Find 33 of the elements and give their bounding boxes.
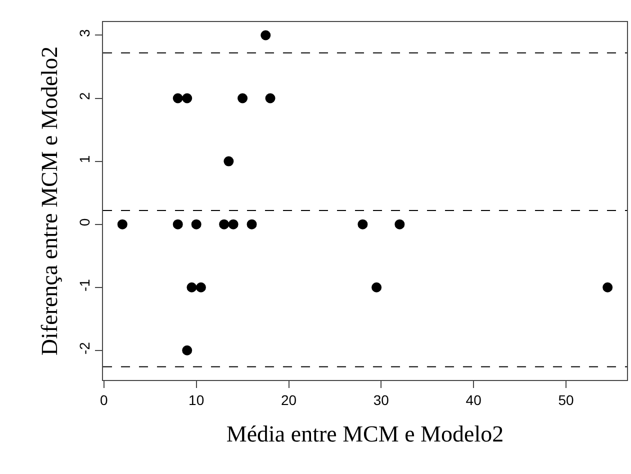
point	[117, 219, 128, 230]
point	[394, 219, 405, 230]
point	[260, 30, 271, 40]
point	[224, 156, 234, 166]
point	[372, 282, 382, 292]
point	[228, 219, 238, 230]
point	[196, 282, 206, 292]
y-tick-label: -2	[76, 342, 92, 355]
x-tick-label: 0	[100, 392, 108, 408]
y-tick-label: -1	[76, 278, 92, 292]
point	[191, 219, 202, 230]
point	[265, 93, 276, 104]
point	[186, 282, 197, 292]
y-tick-label: 1	[76, 155, 92, 164]
point	[182, 345, 192, 356]
point	[358, 219, 368, 230]
x-tick-label: 50	[558, 392, 574, 408]
point	[172, 93, 183, 104]
point	[238, 93, 248, 104]
point	[172, 219, 183, 230]
y-axis-title: Diferença entre MCM e Modelo2	[36, 46, 62, 356]
x-tick-label: 20	[280, 392, 297, 408]
y-tick-label: 3	[76, 29, 92, 38]
y-tick-label: 0	[76, 218, 92, 226]
point	[182, 93, 192, 104]
point	[246, 219, 257, 230]
y-tick-label: 2	[76, 92, 92, 100]
x-tick-label: 40	[466, 392, 482, 408]
point	[602, 282, 613, 292]
x-axis-title: Média entre MCM e Modelo2	[226, 421, 504, 446]
x-tick-label: 30	[373, 392, 390, 408]
x-tick-label: 10	[188, 392, 204, 408]
point	[219, 219, 230, 230]
